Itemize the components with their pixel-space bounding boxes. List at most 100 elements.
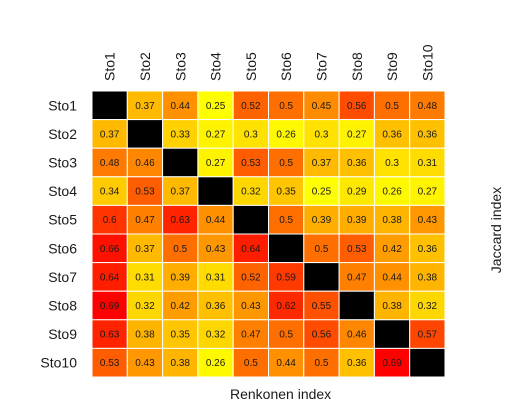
cell-value-label: 0.26 [276,129,296,140]
x-axis-title: Renkonen index [230,386,331,402]
cell-value-label: 0.36 [418,129,438,140]
cell-value-label: 0.63 [100,330,120,341]
cell-value-label: 0.33 [171,129,191,140]
cell-value-label: 0.5 [279,330,293,341]
cell-value-label: 0.36 [418,244,438,255]
column-label: Sto1 [102,52,118,81]
cell-value-label: 0.3 [385,158,399,169]
cell-value-label: 0.32 [206,330,226,341]
cell-value-label: 0.55 [312,301,332,312]
heatmap-diagonal-cell [339,291,374,320]
row-label: Sto10 [40,355,77,371]
cell-value-label: 0.32 [241,187,261,198]
column-label: Sto6 [278,52,294,81]
cell-value-label: 0.32 [135,301,155,312]
cell-value-label: 0.31 [206,272,226,283]
cell-value-label: 0.44 [382,272,402,283]
cell-value-label: 0.34 [100,187,120,198]
cell-value-label: 0.25 [312,187,332,198]
column-labels: Sto1 Sto2 Sto3 Sto4 Sto5 Sto6 Sto7 Sto8 Sto9 Sto1… [102,44,436,81]
cell-value-label: 0.44 [276,358,296,369]
cell-value-label: 0.43 [135,358,155,369]
cell-value-label: 0.36 [347,358,367,369]
cell-value-label: 0.47 [347,272,367,283]
row-label: Sto1 [48,97,77,113]
cell-value-label: 0.47 [241,330,261,341]
row-labels: Sto1 Sto2 Sto3 Sto4 Sto5 Sto6 Sto7 Sto8 Sto9 Sto1… [40,97,77,370]
heatmap-diagonal-cell [233,205,268,234]
heatmap-diagonal-cell [410,348,445,377]
cell-value-label: 0.37 [135,101,155,112]
cell-value-label: 0.27 [347,129,367,140]
cell-value-label: 0.31 [418,158,438,169]
row-label: Sto5 [48,212,77,228]
cell-value-label: 0.39 [312,215,332,226]
cell-value-label: 0.27 [206,129,226,140]
cell-value-label: 0.36 [347,158,367,169]
heatmap-diagonal-cell [163,148,198,177]
cell-value-label: 0.37 [135,244,155,255]
cell-value-label: 0.31 [135,272,155,283]
cell-value-label: 0.43 [206,244,226,255]
row-label: Sto7 [48,269,77,285]
cell-value-label: 0.26 [382,187,402,198]
cell-value-label: 0.46 [347,330,367,341]
row-label: Sto8 [48,298,77,314]
cell-value-label: 0.38 [135,330,155,341]
cell-value-label: 0.44 [171,101,191,112]
cell-value-label: 0.35 [171,330,191,341]
cell-value-label: 0.45 [312,101,332,112]
cell-value-label: 0.53 [135,187,155,198]
heatmap-diagonal-cell [304,263,339,292]
column-label: Sto5 [243,52,259,81]
cell-value-label: 0.38 [171,358,191,369]
row-label: Sto9 [48,326,77,342]
cell-value-label: 0.48 [100,158,120,169]
cell-value-label: 0.37 [100,129,120,140]
cell-value-label: 0.5 [173,244,187,255]
column-label: Sto8 [349,52,365,81]
row-label: Sto2 [48,126,77,142]
cell-value-label: 0.39 [347,215,367,226]
cell-value-label: 0.37 [171,187,191,198]
y-axis-title: Jaccard index [488,187,504,273]
cell-value-label: 0.48 [418,101,438,112]
cell-value-label: 0.38 [418,272,438,283]
cell-value-label: 0.6 [103,215,117,226]
cell-value-label: 0.5 [314,244,328,255]
cell-value-label: 0.5 [279,101,293,112]
cell-value-label: 0.44 [206,215,226,226]
cell-value-label: 0.3 [314,129,328,140]
cell-value-label: 0.64 [241,244,261,255]
heatmap-diagonal-cell [92,91,127,120]
cell-value-label: 0.35 [276,187,296,198]
cell-value-label: 0.25 [206,101,226,112]
cell-value-label: 0.36 [206,301,226,312]
cell-value-label: 0.27 [418,187,438,198]
cell-value-label: 0.5 [385,101,399,112]
heatmap-diagonal-cell [374,320,409,349]
cell-value-label: 0.42 [171,301,191,312]
cell-value-label: 0.62 [276,301,296,312]
cell-value-label: 0.64 [100,272,120,283]
cell-value-label: 0.5 [279,158,293,169]
cell-value-label: 0.53 [347,244,367,255]
cell-value-label: 0.56 [312,330,332,341]
row-label: Sto4 [48,183,77,199]
column-label: Sto3 [172,52,188,81]
cell-value-label: 0.43 [418,215,438,226]
cell-value-label: 0.57 [418,330,438,341]
column-label: Sto2 [137,52,153,81]
cell-value-label: 0.5 [244,358,258,369]
cell-value-label: 0.53 [100,358,120,369]
cell-value-label: 0.36 [382,129,402,140]
cell-value-label: 0.52 [241,101,261,112]
cell-value-label: 0.69 [100,301,120,312]
cell-value-label: 0.39 [171,272,191,283]
cell-value-label: 0.5 [279,215,293,226]
cell-value-label: 0.38 [382,215,402,226]
cell-value-label: 0.59 [276,272,296,283]
row-label: Sto3 [48,155,77,171]
cell-value-label: 0.29 [347,187,367,198]
heatmap-diagonal-cell [269,234,304,263]
